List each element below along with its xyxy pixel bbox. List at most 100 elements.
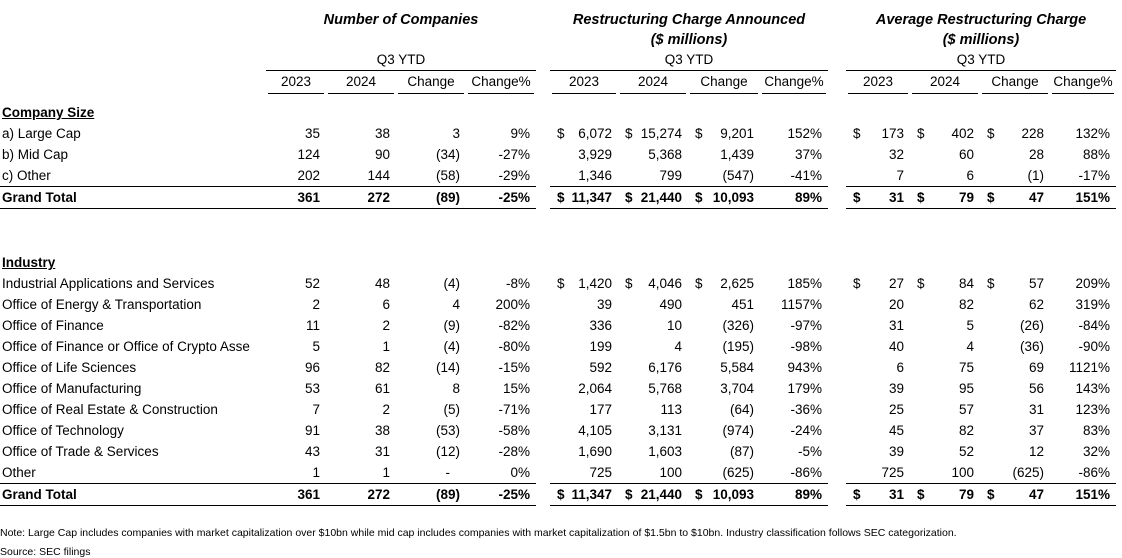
cell-number: 27 bbox=[888, 276, 904, 291]
cell-value: -98% bbox=[760, 336, 828, 357]
cell-value: 1,690 bbox=[550, 441, 618, 462]
cell-value: 11 bbox=[266, 315, 326, 336]
cell-number: 228 bbox=[1021, 126, 1044, 141]
cell-number: -84% bbox=[1078, 318, 1110, 333]
currency-symbol: $ bbox=[557, 487, 565, 502]
grand-total-row: Grand Total 361 272 (89) -25% $11,347 $21,440 $… bbox=[0, 186, 1122, 209]
table-row: b) Mid Cap 124 90 (34) -27% 3,929 5,368 1,439 37… bbox=[0, 144, 1122, 165]
cell-number: (26) bbox=[1019, 318, 1044, 333]
cell-number: -86% bbox=[1078, 465, 1110, 480]
group-gap bbox=[536, 123, 550, 144]
column-header: 2023 bbox=[268, 71, 324, 94]
currency-symbol: $ bbox=[853, 276, 861, 291]
cell-value: -17% bbox=[1050, 165, 1116, 186]
cell-value: 37% bbox=[760, 144, 828, 165]
currency-symbol: $ bbox=[625, 126, 633, 141]
cell-number: 1 bbox=[382, 465, 390, 480]
group-subtitle: ($ millions) bbox=[942, 32, 1020, 48]
cell-number: 25 bbox=[888, 402, 904, 417]
cell-value: 56 bbox=[980, 378, 1050, 399]
cell-value: (4) bbox=[396, 336, 466, 357]
cell-value: 38 bbox=[326, 420, 396, 441]
section-header-row: Industry bbox=[0, 252, 1122, 273]
cell-value: 151% bbox=[1050, 186, 1116, 209]
cell-number: 123% bbox=[1075, 402, 1110, 417]
cell-value: 2 bbox=[266, 294, 326, 315]
cell-value: 124 bbox=[266, 144, 326, 165]
cell-value: $47 bbox=[980, 483, 1050, 506]
cell-number: 21,440 bbox=[640, 487, 682, 502]
column-header: Change% bbox=[1052, 71, 1114, 94]
cell-number: 39 bbox=[888, 444, 904, 459]
group-gap bbox=[536, 30, 550, 50]
cell-number: 31 bbox=[888, 318, 904, 333]
cell-number: 15,274 bbox=[640, 126, 682, 141]
footnote-note: Note: Large Cap includes companies with … bbox=[0, 527, 957, 539]
cell-value: $47 bbox=[980, 186, 1050, 209]
cell-number: 6,176 bbox=[648, 360, 682, 375]
header-label-spacer bbox=[0, 10, 266, 30]
cell-number: 1121% bbox=[1068, 360, 1110, 375]
cell-value: $4,046 bbox=[618, 273, 688, 294]
cell-value: 490 bbox=[618, 294, 688, 315]
cell-number: 11,347 bbox=[571, 190, 612, 205]
cell-number: 5,768 bbox=[648, 381, 682, 396]
cell-number: (89) bbox=[435, 487, 460, 502]
cell-value: 361 bbox=[266, 186, 326, 209]
cell-value: 132% bbox=[1050, 123, 1116, 144]
column-header-cell: Change bbox=[396, 71, 466, 96]
cell-value: $2,625 bbox=[688, 273, 760, 294]
column-header-cell: 2024 bbox=[326, 71, 396, 96]
cell-number: 2,064 bbox=[578, 381, 612, 396]
period-label: Q3 YTD bbox=[846, 50, 1116, 71]
cell-value: 4 bbox=[618, 336, 688, 357]
cell-value: 799 bbox=[618, 165, 688, 186]
cell-number: -8% bbox=[505, 276, 530, 291]
table-row: a) Large Cap 35 38 3 9% $6,072 $15,274 $9,201 15… bbox=[0, 123, 1122, 144]
cell-number: 1 bbox=[382, 339, 390, 354]
cell-value: $79 bbox=[910, 186, 980, 209]
cell-number: (4) bbox=[443, 276, 461, 291]
cell-value: 39 bbox=[846, 378, 910, 399]
cell-number: 144 bbox=[367, 168, 390, 183]
cell-number: 12 bbox=[1028, 444, 1044, 459]
cell-value: 0% bbox=[466, 462, 536, 483]
group-gap bbox=[828, 441, 846, 462]
cell-number: 90 bbox=[374, 147, 390, 162]
group-gap bbox=[536, 483, 550, 506]
group-subtitle bbox=[266, 30, 536, 50]
cell-value: 6 bbox=[846, 357, 910, 378]
cell-value: -58% bbox=[466, 420, 536, 441]
cell-number: 56 bbox=[1028, 381, 1044, 396]
cell-value: 95 bbox=[910, 378, 980, 399]
cell-value: -86% bbox=[1050, 462, 1116, 483]
cell-value: $21,440 bbox=[618, 186, 688, 209]
cell-number: 799 bbox=[659, 168, 682, 183]
currency-symbol: $ bbox=[987, 190, 995, 205]
cell-number: 143% bbox=[1075, 381, 1110, 396]
cell-number: 79 bbox=[958, 487, 974, 502]
cell-value: 4 bbox=[396, 294, 466, 315]
column-header: Change% bbox=[762, 71, 826, 94]
column-header-cell: Change% bbox=[760, 71, 828, 96]
cell-number: 84 bbox=[958, 276, 974, 291]
cell-value: $10,093 bbox=[688, 483, 760, 506]
cell-number: 20 bbox=[888, 297, 904, 312]
cell-number: (87) bbox=[729, 444, 754, 459]
cell-number: (326) bbox=[722, 318, 754, 333]
table-row: Office of Energy & Transportation 2 6 4 200%… bbox=[0, 294, 1122, 315]
cell-value: (625) bbox=[688, 462, 760, 483]
cell-number: 5,584 bbox=[720, 360, 754, 375]
cell-number: 336 bbox=[589, 318, 612, 333]
currency-symbol: $ bbox=[987, 487, 995, 502]
cell-number: 47 bbox=[1028, 190, 1044, 205]
cell-value: $9,201 bbox=[688, 123, 760, 144]
cell-number: 57 bbox=[1028, 276, 1044, 291]
cell-value: (53) bbox=[396, 420, 466, 441]
group-gap bbox=[828, 30, 846, 50]
cell-value: 62 bbox=[980, 294, 1050, 315]
table-row: c) Other 202 144 (58) -29% 1,346 799 (547) -41% 7… bbox=[0, 165, 1122, 186]
cell-number: -86% bbox=[790, 465, 822, 480]
cell-value: 123% bbox=[1050, 399, 1116, 420]
